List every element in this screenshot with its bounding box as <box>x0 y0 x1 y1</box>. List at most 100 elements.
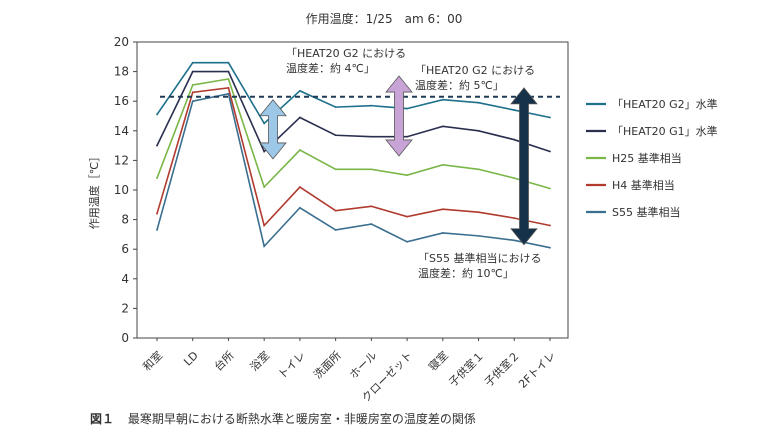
x-tick-label: 和室 <box>140 348 165 373</box>
data-point <box>191 84 194 86</box>
data-point <box>299 186 301 188</box>
data-point <box>549 246 551 249</box>
data-point <box>441 98 444 101</box>
legend: 「HEAT20 G2」水準「HEAT20 G1」水準 H25 基準相当 H4 基準相… <box>586 97 718 219</box>
legend-label: H25 基準相当 <box>612 151 682 165</box>
figure-number: 図１ <box>90 412 115 426</box>
data-point <box>156 113 158 116</box>
figure-caption: 図１ 最寒期早朝における断熱水準と暖房室・非暖房室の温度差の関係 <box>90 410 476 427</box>
data-point <box>406 135 408 138</box>
data-point <box>477 211 480 214</box>
data-point <box>299 206 301 209</box>
data-point <box>370 168 373 171</box>
data-point <box>477 101 480 104</box>
data-point <box>156 177 158 180</box>
data-point <box>477 168 480 171</box>
series-line <box>156 92 551 249</box>
data-point <box>370 135 373 138</box>
data-point <box>441 232 444 234</box>
data-point <box>406 240 408 243</box>
data-point <box>299 149 301 151</box>
data-point <box>191 100 194 103</box>
data-point <box>227 61 230 64</box>
y-tick-label: 18 <box>114 65 129 79</box>
data-point <box>263 150 266 153</box>
y-tick-label: 14 <box>114 124 129 138</box>
data-point <box>227 70 230 73</box>
y-tick-label: 10 <box>114 183 129 197</box>
series-line <box>156 70 551 153</box>
annotation-line: 「HEAT20 G2 における <box>286 47 406 60</box>
x-tick-label: 浴室 <box>247 348 272 373</box>
data-point <box>477 129 480 132</box>
legend-label: H4 基準相当 <box>612 178 675 192</box>
data-point <box>406 174 408 177</box>
data-point <box>156 229 158 231</box>
legend-label: 「HEAT20 G1」水準 <box>612 124 718 138</box>
y-tick-label: 4 <box>121 272 129 286</box>
data-point <box>549 150 551 153</box>
data-point <box>263 122 266 125</box>
x-tick-label: 寝室 <box>425 348 450 373</box>
annotation-line: 温度差：約 4℃」 <box>286 61 375 75</box>
x-tick-label: トイレ <box>276 349 309 382</box>
y-tick-label: 8 <box>121 213 129 227</box>
data-point <box>156 212 158 215</box>
data-point <box>227 86 230 89</box>
double-arrow <box>385 75 413 157</box>
data-point <box>263 245 266 248</box>
annotation-label: 「HEAT20 G2 における温度差：約 5℃」 <box>415 64 535 92</box>
x-tick-label: 子供室１ <box>446 348 487 389</box>
y-axis-label: 作用温度［℃］ <box>87 151 101 229</box>
y-tick-label: 6 <box>121 242 129 256</box>
data-point <box>227 92 230 95</box>
figure-caption-text: 最寒期早朝における断熱水準と暖房室・非暖房室の温度差の関係 <box>127 412 476 426</box>
y-tick-label: 2 <box>121 301 129 315</box>
annotations: 「HEAT20 G2 における温度差：約 4℃」 「HEAT20 G2 における温… <box>259 47 541 280</box>
data-point <box>513 138 516 141</box>
data-point <box>549 224 551 227</box>
data-point <box>441 208 444 211</box>
data-point <box>334 168 337 171</box>
x-tick-label: ホール <box>347 349 380 382</box>
data-point <box>227 78 230 80</box>
x-tick-label: 台所 <box>211 348 236 373</box>
data-point <box>156 144 158 147</box>
x-tick-label: LD <box>181 349 201 369</box>
legend-label: 「HEAT20 G2」水準 <box>612 97 718 111</box>
series-line <box>156 61 551 125</box>
data-point <box>334 106 337 109</box>
data-point <box>334 229 337 231</box>
data-point <box>477 234 480 237</box>
data-point <box>299 116 301 119</box>
data-point <box>191 70 194 73</box>
y-tick-label: 0 <box>121 331 129 345</box>
data-point <box>441 125 444 128</box>
data-point <box>370 104 373 107</box>
double-arrow <box>510 87 538 246</box>
data-point <box>441 163 444 166</box>
x-tick-label: 洗面所 <box>311 349 344 382</box>
annotation-label: 「HEAT20 G2 における温度差：約 4℃」 <box>286 47 406 75</box>
series-lines <box>156 61 551 249</box>
annotation-line: 「HEAT20 G2 における <box>415 64 535 77</box>
y-tick-label: 12 <box>114 153 129 167</box>
annotation-label: 「S55 基準相当における温度差：約 10℃」 <box>418 251 541 280</box>
data-point <box>191 91 194 94</box>
legend-label: S55 基準相当 <box>612 205 680 219</box>
data-point <box>549 187 551 190</box>
data-point <box>191 61 194 64</box>
data-point <box>370 205 373 208</box>
data-point <box>299 89 301 92</box>
chart-title: 作用温度：1/25 am 6：00 <box>305 12 463 26</box>
data-point <box>406 215 408 218</box>
x-tick-label: 2Fトイレ <box>516 349 558 391</box>
y-tick-label: 20 <box>114 35 129 49</box>
data-point <box>549 116 551 119</box>
annotation-line: 温度差：約 10℃」 <box>418 266 514 280</box>
annotation-line: 温度差：約 5℃」 <box>415 78 504 92</box>
annotation-line: 「S55 基準相当における <box>418 251 541 265</box>
data-point <box>513 177 516 180</box>
data-point <box>513 109 516 111</box>
